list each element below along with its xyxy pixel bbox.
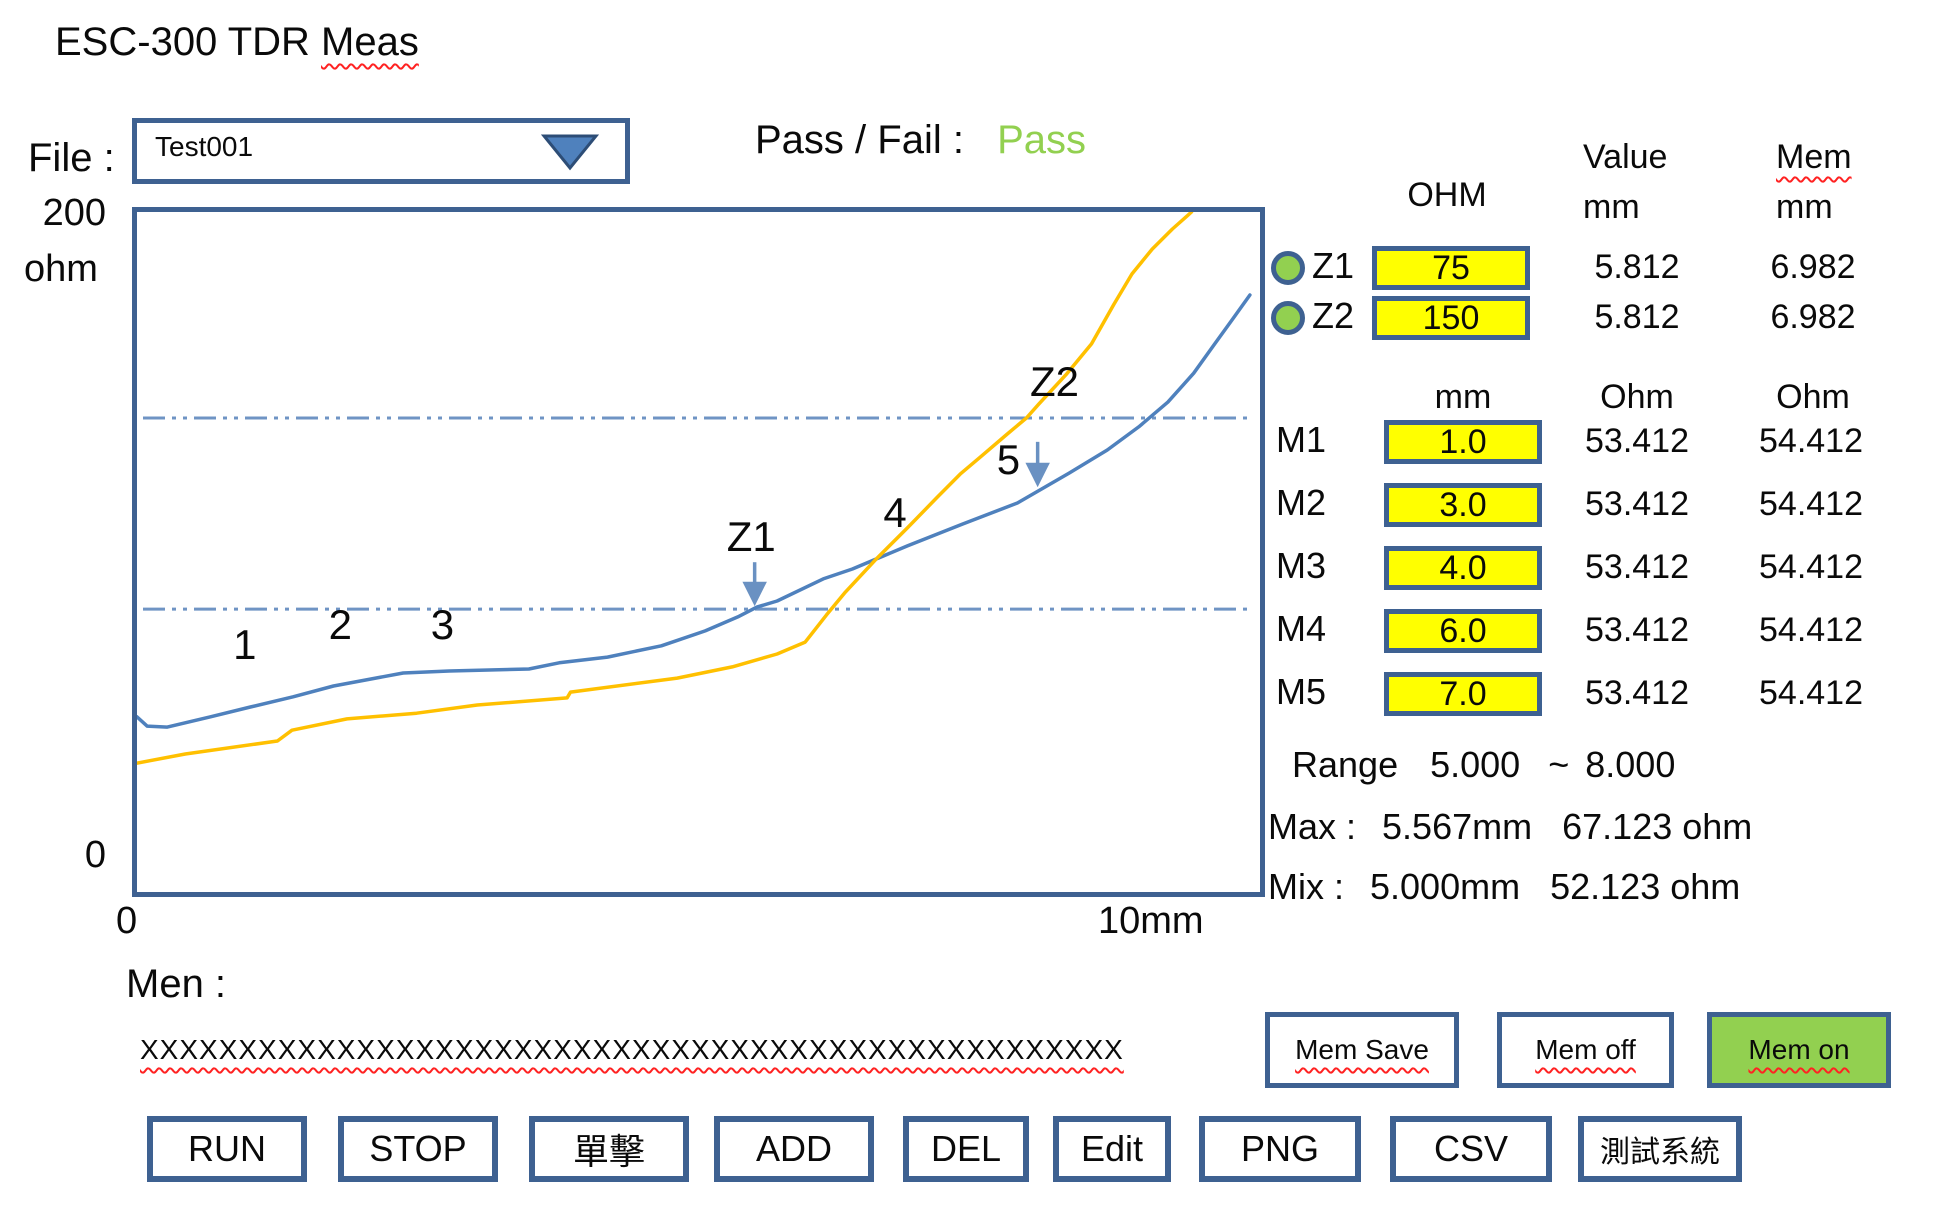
- csv-export-button[interactable]: CSV: [1390, 1116, 1552, 1182]
- m5-mem-ohm: 54.412: [1759, 674, 1863, 712]
- x-axis-min-label: 0: [116, 900, 138, 942]
- m3-value-ohm: 53.412: [1585, 548, 1689, 586]
- m1-mem-ohm: 54.412: [1759, 422, 1863, 460]
- del-button[interactable]: DEL: [903, 1116, 1029, 1182]
- m1-mm-input[interactable]: 1.0: [1384, 420, 1542, 464]
- value-ohm-unit-header: Ohm: [1600, 378, 1674, 416]
- single-shot-button[interactable]: 單擊: [529, 1116, 689, 1182]
- m3-mem-ohm: 54.412: [1759, 548, 1863, 586]
- z2-mem-mm: 6.982: [1770, 298, 1856, 336]
- m4-label: M4: [1276, 608, 1327, 649]
- mem-save-button[interactable]: Mem Save: [1265, 1012, 1459, 1088]
- mem-column-header: Mem: [1776, 138, 1852, 176]
- z1-indicator-led[interactable]: [1271, 251, 1305, 285]
- svg-text:Z2: Z2: [1030, 358, 1079, 405]
- mem-column-unit: mm: [1776, 188, 1833, 226]
- mem-ohm-unit-header: Ohm: [1776, 378, 1850, 416]
- x-axis-max-label: 10mm: [1098, 900, 1204, 942]
- m4-mem-ohm: 54.412: [1759, 611, 1863, 649]
- file-dropdown[interactable]: Test001: [132, 118, 630, 184]
- m2-label: M2: [1276, 482, 1327, 523]
- m5-label: M5: [1276, 671, 1327, 712]
- mem-off-button[interactable]: Mem off: [1497, 1012, 1674, 1088]
- m2-value-ohm: 53.412: [1585, 485, 1689, 523]
- m3-mm-input[interactable]: 4.0: [1384, 546, 1542, 590]
- range-label: Range: [1292, 744, 1399, 785]
- m5-mm-input[interactable]: 7.0: [1384, 672, 1542, 716]
- z2-label: Z2: [1312, 295, 1355, 336]
- file-label: File :: [28, 136, 115, 180]
- men-label: Men :: [126, 962, 227, 1006]
- mix-ohm: 52.123 ohm: [1550, 866, 1741, 907]
- mm-unit-header: mm: [1434, 378, 1492, 416]
- png-export-button[interactable]: PNG: [1199, 1116, 1361, 1182]
- pass-fail-status: Pass: [997, 118, 1087, 162]
- max-ohm: 67.123 ohm: [1562, 806, 1753, 847]
- max-line: Max : 5.567mm 67.123 ohm: [1268, 806, 1752, 848]
- range-line: Range 5.000 ~ 8.000: [1292, 744, 1675, 786]
- run-button[interactable]: RUN: [147, 1116, 307, 1182]
- y-axis-min-label: 0: [84, 834, 106, 876]
- range-to: 8.000: [1585, 744, 1676, 785]
- value-column-unit: mm: [1583, 188, 1640, 226]
- page-title: ESC-300 TDR Meas: [55, 20, 419, 65]
- y-axis-unit-label: ohm: [24, 248, 98, 290]
- svg-text:1: 1: [233, 621, 256, 668]
- svg-text:5: 5: [997, 436, 1020, 483]
- test-system-button[interactable]: 測試系統: [1578, 1116, 1742, 1182]
- max-mm: 5.567mm: [1382, 806, 1533, 847]
- y-axis-max-label: 200: [42, 192, 106, 234]
- z1-label: Z1: [1312, 245, 1355, 286]
- z2-indicator-led[interactable]: [1271, 301, 1305, 335]
- m3-label: M3: [1276, 545, 1327, 586]
- tdr-chart-plot: 1 2 3 Z1 4 5Z2: [135, 210, 1254, 765]
- men-value: XXXXXXXXXXXXXXXXXXXXXXXXXXXXXXXXXXXXXXXX…: [140, 1034, 1124, 1065]
- svg-text:Z1: Z1: [727, 513, 776, 560]
- value-column-header: Value: [1583, 138, 1668, 176]
- m2-mm-input[interactable]: 3.0: [1384, 483, 1542, 527]
- m1-value-ohm: 53.412: [1585, 422, 1689, 460]
- pass-fail-label: Pass / Fail :: [755, 118, 964, 162]
- svg-text:3: 3: [431, 601, 454, 648]
- max-label: Max :: [1268, 806, 1357, 847]
- chevron-down-icon[interactable]: [541, 133, 599, 171]
- edit-button[interactable]: Edit: [1053, 1116, 1171, 1182]
- m4-mm-input[interactable]: 6.0: [1384, 609, 1542, 653]
- mix-mm: 5.000mm: [1370, 866, 1521, 907]
- svg-text:2: 2: [329, 601, 352, 648]
- ohm-column-header: OHM: [1407, 176, 1487, 214]
- m2-mem-ohm: 54.412: [1759, 485, 1863, 523]
- range-from: 5.000: [1430, 744, 1521, 785]
- page-title-prefix: ESC-300 TDR: [55, 20, 322, 64]
- pass-fail-row: Pass / Fail : Pass: [755, 118, 1086, 163]
- z2-value-mm: 5.812: [1594, 298, 1680, 336]
- z1-value-mm: 5.812: [1594, 248, 1680, 286]
- mem-on-button-label: Mem on: [1748, 1034, 1850, 1065]
- mem-save-button-label: Mem Save: [1295, 1034, 1429, 1065]
- mix-label: Mix :: [1268, 866, 1344, 907]
- page-title-meas: Meas: [321, 20, 419, 64]
- mix-line: Mix : 5.000mm 52.123 ohm: [1268, 866, 1740, 908]
- z1-mem-mm: 6.982: [1770, 248, 1856, 286]
- svg-text:4: 4: [883, 489, 906, 536]
- m4-value-ohm: 53.412: [1585, 611, 1689, 649]
- range-tilde: ~: [1548, 744, 1570, 785]
- z1-ohm-input[interactable]: 75: [1372, 246, 1530, 290]
- tdr-chart-frame: 1 2 3 Z1 4 5 Z2: [132, 207, 1265, 897]
- z2-ohm-input[interactable]: 150: [1372, 296, 1530, 340]
- file-dropdown-value: Test001: [155, 131, 254, 162]
- mem-on-button[interactable]: Mem on: [1707, 1012, 1891, 1088]
- stop-button[interactable]: STOP: [338, 1116, 498, 1182]
- m1-label: M1: [1276, 419, 1327, 460]
- m5-value-ohm: 53.412: [1585, 674, 1689, 712]
- add-button[interactable]: ADD: [714, 1116, 874, 1182]
- mem-off-button-label: Mem off: [1535, 1034, 1636, 1065]
